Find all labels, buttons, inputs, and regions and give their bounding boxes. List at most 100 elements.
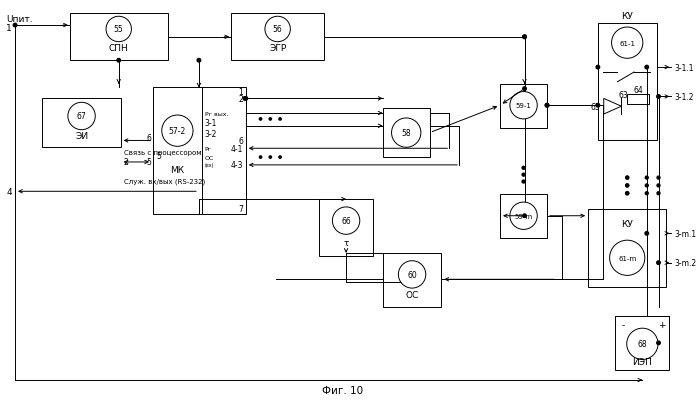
Circle shape bbox=[625, 177, 629, 180]
Circle shape bbox=[260, 119, 262, 121]
Circle shape bbox=[646, 177, 648, 180]
Circle shape bbox=[625, 177, 629, 180]
Circle shape bbox=[596, 104, 600, 108]
Circle shape bbox=[244, 97, 248, 101]
Circle shape bbox=[510, 202, 537, 230]
Text: 60: 60 bbox=[407, 270, 417, 279]
Text: 3-2: 3-2 bbox=[205, 130, 217, 139]
Circle shape bbox=[68, 103, 95, 130]
Circle shape bbox=[399, 261, 426, 288]
Circle shape bbox=[657, 341, 660, 345]
Text: 59-m: 59-m bbox=[514, 213, 533, 219]
Text: МК: МК bbox=[170, 166, 184, 175]
Circle shape bbox=[596, 66, 600, 70]
FancyBboxPatch shape bbox=[500, 195, 547, 238]
Text: ИЭП: ИЭП bbox=[632, 357, 653, 366]
Text: 66: 66 bbox=[341, 217, 351, 226]
Circle shape bbox=[627, 328, 658, 360]
Text: 63: 63 bbox=[618, 91, 628, 100]
FancyBboxPatch shape bbox=[616, 317, 669, 370]
Text: 2: 2 bbox=[124, 158, 128, 167]
Circle shape bbox=[545, 104, 549, 108]
Circle shape bbox=[260, 157, 262, 159]
Circle shape bbox=[106, 17, 131, 43]
Circle shape bbox=[523, 36, 526, 39]
Text: 7: 7 bbox=[238, 205, 243, 214]
Text: (вх): (вх) bbox=[205, 163, 214, 168]
Text: 67: 67 bbox=[77, 112, 87, 121]
Text: 57-2: 57-2 bbox=[169, 127, 186, 136]
Text: 61-1: 61-1 bbox=[619, 40, 635, 47]
Text: 2: 2 bbox=[238, 94, 243, 103]
Circle shape bbox=[625, 184, 629, 187]
Circle shape bbox=[392, 119, 421, 148]
Text: -: - bbox=[622, 320, 625, 329]
Circle shape bbox=[522, 174, 525, 177]
Circle shape bbox=[646, 184, 648, 187]
Text: Рг: Рг bbox=[205, 146, 211, 151]
Text: +: + bbox=[658, 320, 665, 329]
Text: 3-m.2: 3-m.2 bbox=[674, 258, 697, 267]
FancyBboxPatch shape bbox=[588, 209, 667, 288]
Circle shape bbox=[522, 181, 525, 184]
Text: 61-m: 61-m bbox=[618, 255, 637, 261]
Circle shape bbox=[13, 24, 17, 28]
Text: 56: 56 bbox=[273, 25, 283, 34]
Text: 1: 1 bbox=[6, 23, 12, 32]
Text: 3-1.1: 3-1.1 bbox=[674, 63, 694, 72]
FancyBboxPatch shape bbox=[70, 14, 168, 61]
Circle shape bbox=[657, 177, 660, 180]
Text: 3-1.2: 3-1.2 bbox=[674, 93, 694, 102]
Text: Uпит.: Uпит. bbox=[6, 15, 33, 24]
Text: 58: 58 bbox=[401, 129, 411, 138]
FancyBboxPatch shape bbox=[598, 24, 657, 141]
Text: КУ: КУ bbox=[621, 12, 633, 21]
Circle shape bbox=[269, 119, 272, 121]
FancyBboxPatch shape bbox=[383, 109, 430, 158]
Circle shape bbox=[279, 119, 281, 121]
Circle shape bbox=[645, 66, 648, 70]
Text: ОС: ОС bbox=[205, 155, 214, 160]
FancyBboxPatch shape bbox=[500, 85, 547, 128]
Circle shape bbox=[243, 97, 246, 101]
Text: 68: 68 bbox=[637, 339, 647, 348]
Circle shape bbox=[646, 192, 648, 195]
Circle shape bbox=[625, 184, 629, 187]
Text: КУ: КУ bbox=[621, 220, 633, 229]
Circle shape bbox=[545, 104, 549, 108]
Circle shape bbox=[523, 88, 526, 91]
Text: 5: 5 bbox=[146, 158, 151, 167]
Circle shape bbox=[332, 207, 359, 235]
Text: 6: 6 bbox=[238, 137, 243, 146]
Circle shape bbox=[522, 167, 525, 170]
Circle shape bbox=[657, 261, 660, 265]
Text: Рг вых.: Рг вых. bbox=[205, 111, 228, 116]
Text: 64: 64 bbox=[633, 86, 643, 95]
FancyBboxPatch shape bbox=[383, 253, 441, 307]
Circle shape bbox=[657, 95, 660, 99]
Text: Связь с процессором: Связь с процессором bbox=[124, 150, 201, 156]
FancyBboxPatch shape bbox=[628, 95, 648, 105]
Circle shape bbox=[265, 17, 290, 43]
Text: 59-1: 59-1 bbox=[516, 103, 531, 109]
FancyBboxPatch shape bbox=[319, 200, 373, 256]
Text: τ: τ bbox=[343, 238, 349, 247]
Text: Служ. вх/вых (RS-232): Служ. вх/вых (RS-232) bbox=[124, 178, 205, 184]
Text: 55: 55 bbox=[114, 25, 124, 34]
Circle shape bbox=[523, 214, 526, 218]
Text: 4: 4 bbox=[6, 187, 12, 196]
Text: Фиг. 10: Фиг. 10 bbox=[322, 385, 363, 395]
Text: 4-3: 4-3 bbox=[230, 161, 243, 170]
Text: ОС: ОС bbox=[406, 291, 419, 300]
Circle shape bbox=[523, 36, 526, 39]
Circle shape bbox=[645, 232, 648, 236]
Text: 3-m.1: 3-m.1 bbox=[674, 229, 697, 238]
FancyBboxPatch shape bbox=[153, 88, 246, 214]
Text: СПН: СПН bbox=[109, 44, 128, 53]
Circle shape bbox=[625, 192, 629, 195]
Circle shape bbox=[269, 157, 272, 159]
Circle shape bbox=[510, 92, 537, 120]
Text: 3-1: 3-1 bbox=[205, 119, 217, 128]
Text: 65: 65 bbox=[590, 103, 600, 111]
Circle shape bbox=[611, 28, 643, 59]
